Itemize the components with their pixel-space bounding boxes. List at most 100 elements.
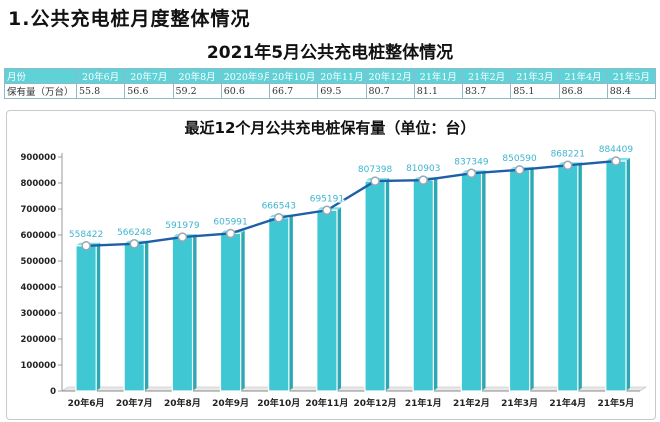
bar-side: [577, 162, 582, 391]
value-cell: 81.1: [413, 83, 464, 99]
bar-side: [385, 178, 390, 391]
y-tick-label: 200000: [21, 335, 57, 345]
bar: [460, 172, 483, 392]
data-label: 850590: [502, 154, 537, 164]
page-heading: 1.公共充电桩月度整体情况: [8, 8, 251, 30]
data-label: 558422: [69, 230, 103, 240]
line-marker: [418, 175, 428, 185]
x-tick-label: 20年11月: [305, 397, 348, 409]
x-tick-label: 20年10月: [257, 397, 300, 409]
header-cell: 2020年9月: [220, 68, 271, 84]
line-marker: [370, 176, 380, 186]
line-marker: [225, 228, 236, 239]
x-tick-label: 20年8月: [164, 397, 201, 409]
value-cell: 83.7: [461, 83, 512, 99]
bar: [268, 217, 290, 392]
y-tick-label: 500000: [21, 257, 57, 267]
line-marker: [177, 232, 188, 242]
data-label: 884409: [599, 145, 634, 155]
bar: [605, 160, 627, 392]
bar-side: [240, 230, 245, 391]
x-tick-label: 20年12月: [354, 397, 397, 409]
value-cell: 56.6: [124, 83, 174, 99]
header-cell: 20年11月: [317, 68, 367, 84]
x-tick-label: 21年2月: [453, 397, 490, 409]
y-tick-label: 400000: [21, 283, 57, 293]
x-tick-label: 21年4月: [549, 397, 586, 409]
value-cell: 59.2: [172, 83, 222, 99]
line-marker: [129, 239, 139, 249]
table-header-row: 月份 20年6月 20年7月 20年8月 2020年9月 20年10月 20年11月 20年…: [4, 68, 657, 84]
value-cell: 66.7: [268, 83, 319, 99]
bar: [316, 209, 338, 392]
header-cell: 21年5月: [606, 68, 657, 84]
row-label: 保有量（万台）: [4, 83, 77, 99]
header-cell: 20年6月: [75, 68, 126, 84]
header-cell: 20年7月: [124, 68, 174, 84]
line-marker: [466, 168, 477, 179]
bar: [557, 164, 579, 392]
data-label: 810903: [406, 164, 440, 174]
header-label: 月份: [4, 68, 77, 84]
x-tick-label: 20年6月: [68, 397, 105, 409]
line-marker: [563, 160, 573, 171]
line-marker: [274, 212, 284, 223]
bar-side: [529, 166, 534, 391]
value-cell: 88.4: [606, 83, 657, 99]
chart-title: 最近12个月公共充电桩保有量（单位：台）: [185, 119, 476, 137]
x-tick-label: 21年3月: [501, 397, 538, 409]
data-label: 566248: [117, 228, 152, 238]
bar-side: [288, 214, 293, 391]
header-cell: 21年4月: [558, 68, 608, 84]
y-tick-label: 900000: [21, 153, 57, 163]
bar: [123, 243, 145, 392]
value-cell: 85.1: [510, 83, 560, 99]
bar: [75, 245, 97, 392]
bar-side: [481, 170, 486, 391]
line-marker: [514, 165, 525, 175]
bar-side: [337, 207, 342, 391]
trend-line: [86, 159, 617, 248]
y-tick-label: 0: [50, 387, 56, 397]
data-label: 837349: [454, 157, 489, 167]
table-title: 2021年5月公共充电桩整体情况: [206, 43, 454, 63]
bar: [171, 236, 194, 392]
bar: [412, 179, 434, 392]
y-tick-label: 100000: [21, 361, 57, 371]
line-marker: [81, 241, 91, 251]
line-marker: [322, 205, 332, 216]
header-cell: 20年8月: [172, 68, 222, 84]
data-label: 605991: [213, 217, 247, 227]
table-row: 保有量（万台） 55.8 56.6 59.2 60.6 66.7 69.5 80.7 81.1…: [4, 83, 657, 99]
value-cell: 86.8: [558, 83, 608, 99]
bar-side: [626, 158, 631, 391]
data-label: 807398: [358, 165, 393, 175]
y-tick-label: 800000: [21, 179, 57, 189]
data-label: 591979: [165, 221, 200, 231]
value-cell: 55.8: [75, 83, 126, 99]
bar: [219, 232, 242, 392]
y-tick-label: 300000: [21, 309, 57, 319]
data-label: 695191: [310, 194, 344, 204]
x-tick-label: 20年9月: [212, 397, 249, 409]
bar-side: [433, 177, 438, 391]
bar-side: [144, 240, 149, 391]
x-tick-label: 20年7月: [116, 397, 153, 409]
data-label: 868221: [551, 149, 585, 159]
bar-side: [192, 234, 197, 391]
line-marker: [611, 156, 621, 166]
bar: [364, 180, 386, 392]
bar-side: [96, 242, 101, 391]
y-tick-label: 600000: [21, 231, 57, 241]
y-tick-label: 700000: [21, 205, 57, 215]
stock-table: 月份 20年6月 20年7月 20年8月 2020年9月 20年10月 20年11月 20年…: [4, 68, 657, 99]
value-cell: 80.7: [365, 83, 415, 99]
header-cell: 21年3月: [510, 68, 560, 84]
data-label: 666543: [262, 202, 296, 212]
value-cell: 60.6: [220, 83, 271, 99]
x-tick-label: 21年1月: [405, 397, 442, 409]
value-cell: 69.5: [317, 83, 367, 99]
x-tick-label: 21年5月: [598, 397, 635, 409]
bar: [508, 169, 531, 392]
